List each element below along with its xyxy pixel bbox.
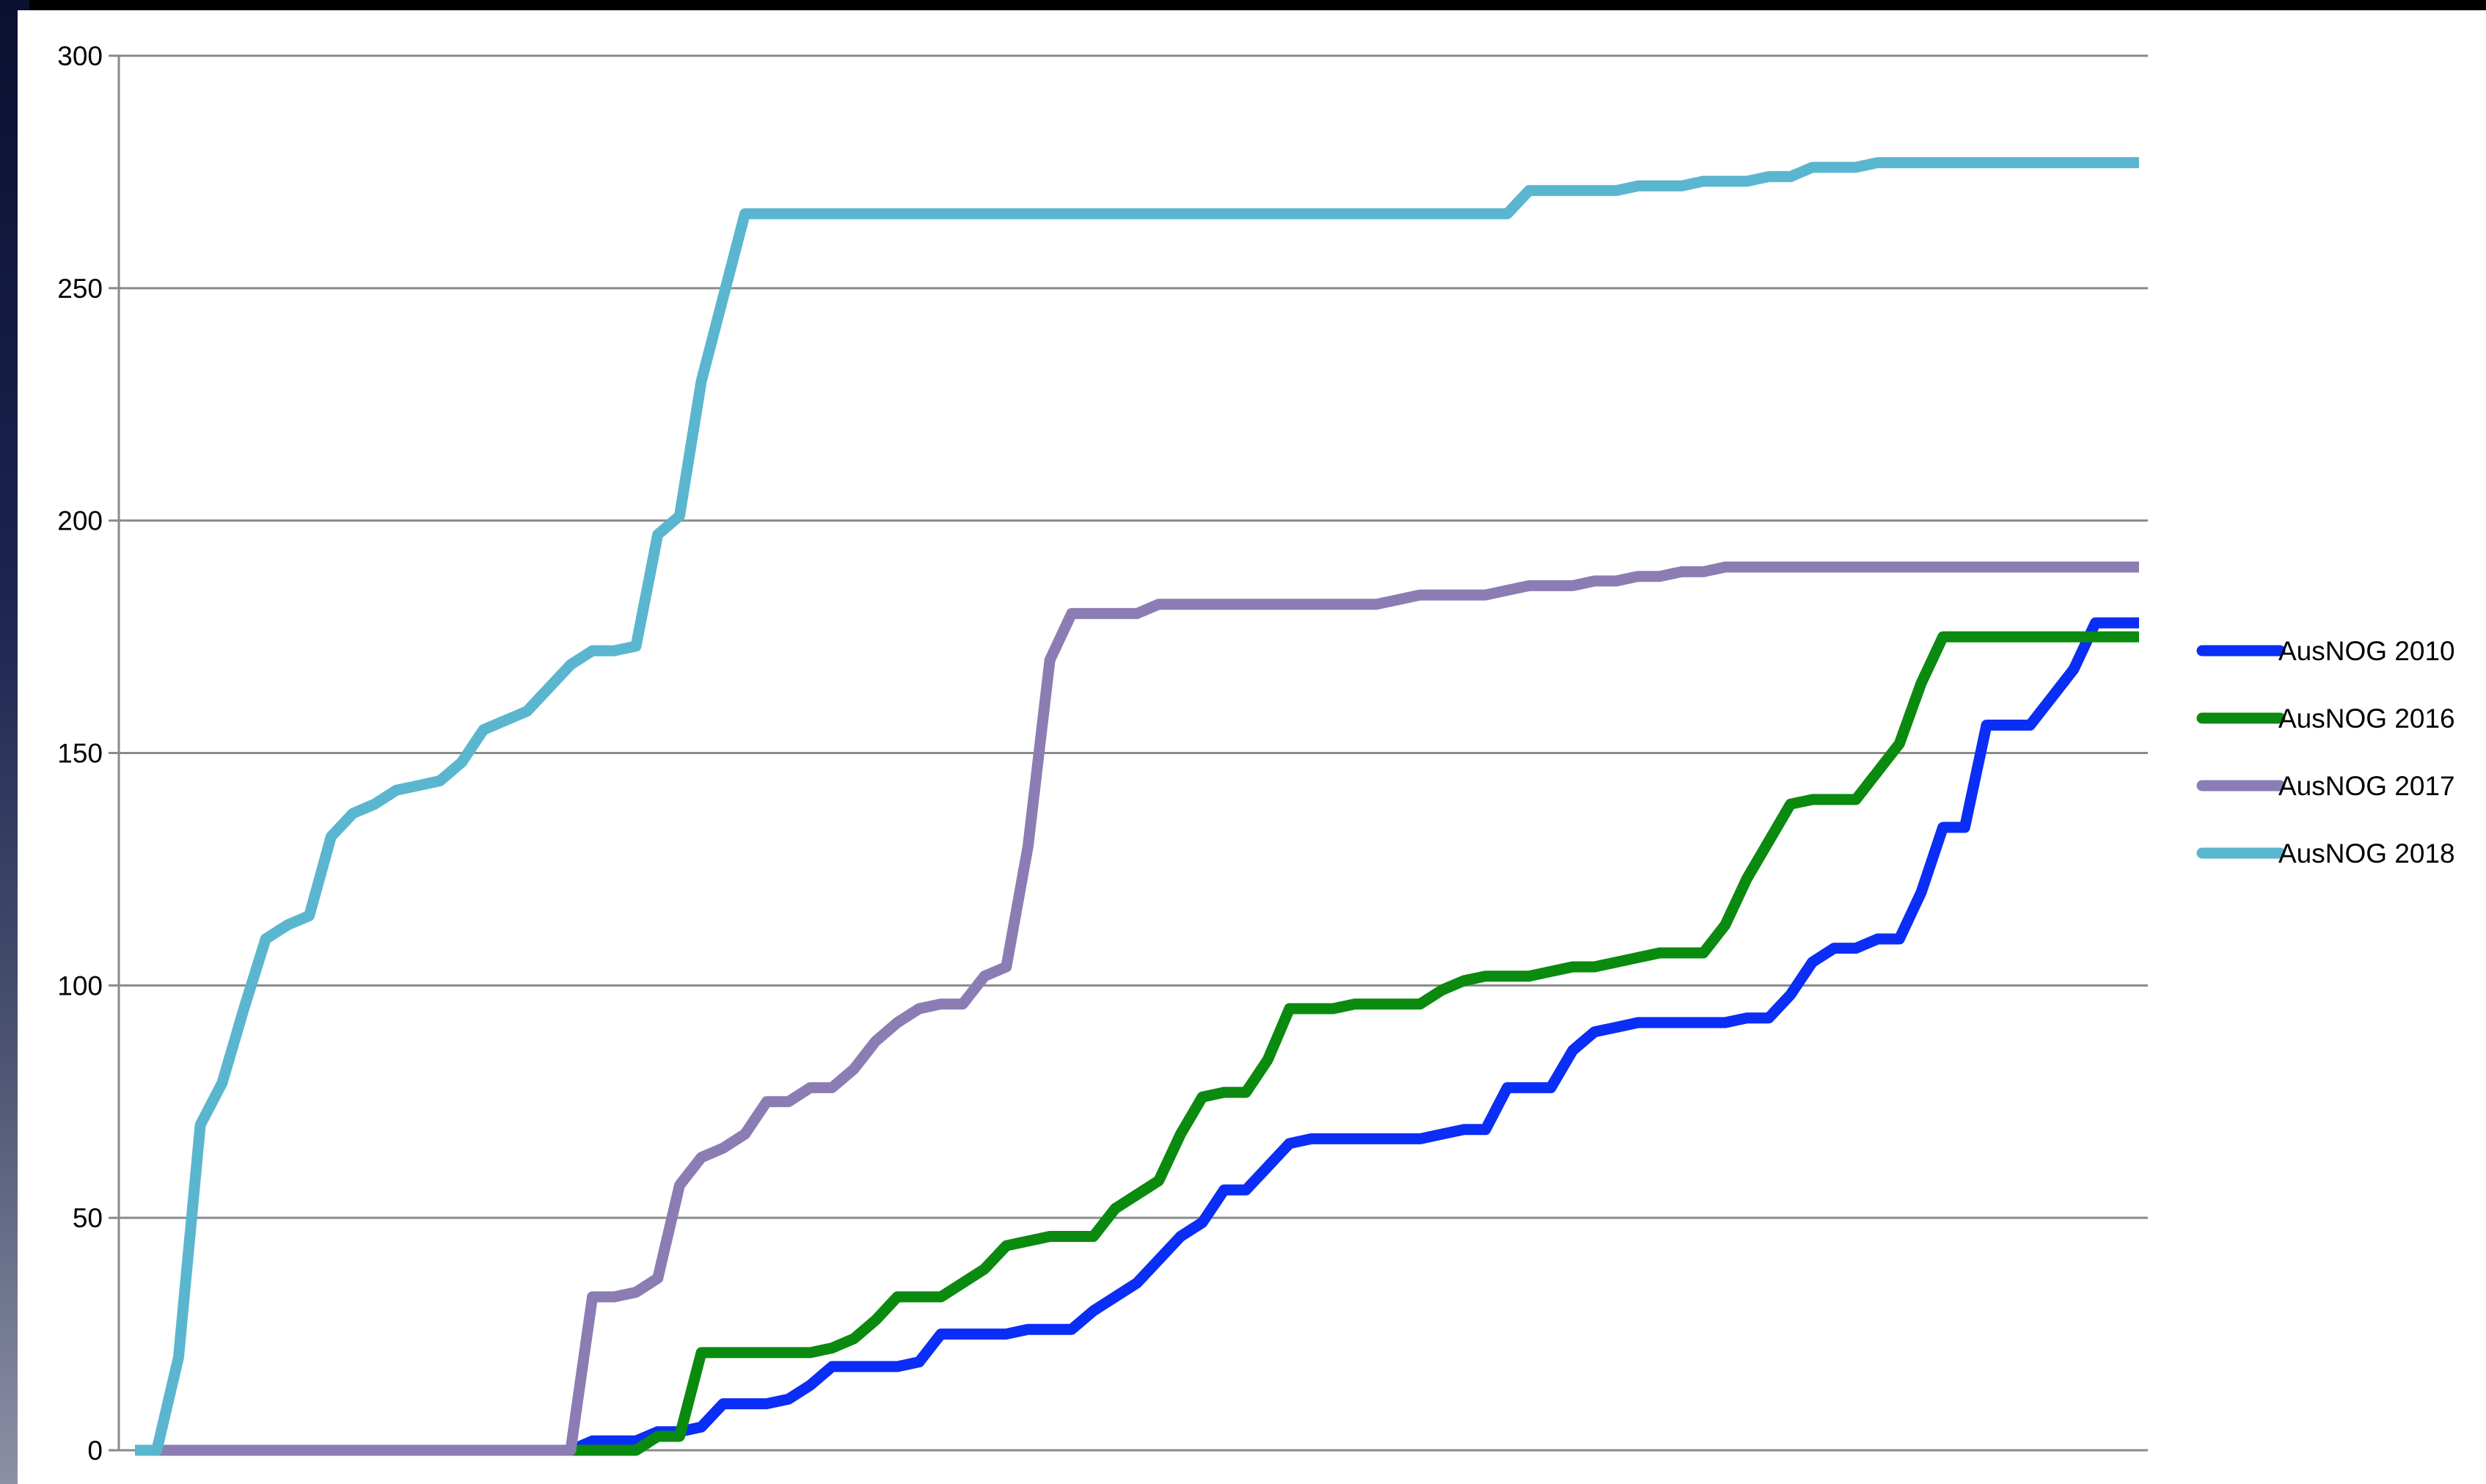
series-line-1	[568, 617, 2139, 1455]
legend-item-4: AusNOG 2018	[2196, 838, 2455, 869]
gridlines	[109, 54, 2148, 1452]
series-line-2	[570, 631, 2139, 1456]
y-tick-label-250: 250	[57, 274, 103, 304]
legend-label-1: AusNOG 2010	[2278, 636, 2455, 666]
series-line-4	[135, 157, 2139, 1456]
legend-item-2: AusNOG 2016	[2196, 703, 2455, 734]
y-axis-tick-labels: 0 50 100 150 200 250 300	[57, 41, 103, 1466]
y-tick-label-150: 150	[57, 739, 103, 769]
y-tick-label-0: 0	[87, 1436, 103, 1466]
series-line-3	[156, 561, 2139, 1456]
legend: AusNOG 2010 AusNOG 2016 AusNOG 2017 AusNOG …	[2196, 636, 2455, 869]
legend-item-1: AusNOG 2010	[2196, 636, 2455, 666]
y-tick-label-200: 200	[57, 506, 103, 536]
y-tick-label-100: 100	[57, 971, 103, 1001]
chart-panel	[18, 10, 2486, 1484]
legend-item-3: AusNOG 2017	[2196, 771, 2455, 801]
legend-label-3: AusNOG 2017	[2278, 771, 2455, 801]
legend-label-2: AusNOG 2016	[2278, 703, 2455, 734]
series-lines	[135, 157, 2139, 1456]
legend-label-4: AusNOG 2018	[2278, 838, 2455, 869]
y-tick-label-50: 50	[73, 1203, 103, 1233]
y-tick-label-300: 300	[57, 41, 103, 71]
